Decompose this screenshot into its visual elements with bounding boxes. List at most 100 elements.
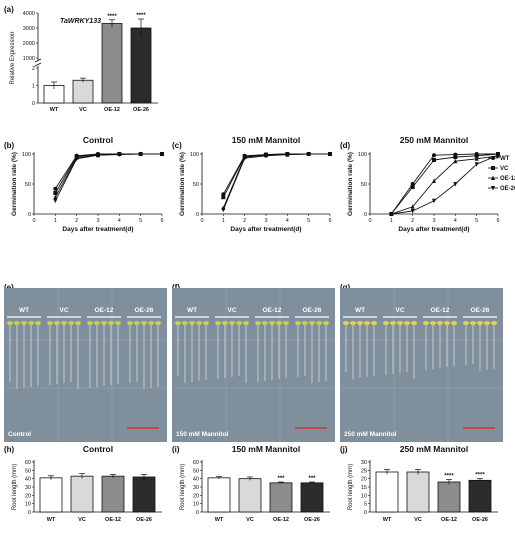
seedling-cotyledon: [463, 321, 469, 325]
x-tick-label: OE-26: [133, 107, 149, 113]
x-tick-label: VC: [414, 517, 422, 523]
seedling-cotyledon: [222, 321, 228, 325]
panel-b-germination-chart: Control 0 50 100 0 1 2 3 4 5 6 Days after treatment…: [11, 135, 164, 233]
seedling-cotyledon: [276, 321, 282, 325]
y-tick-label: 100: [358, 152, 367, 158]
x-tick-label: 6: [496, 218, 499, 224]
y-axis-label: Root length (mm): [180, 464, 186, 510]
y-tick-label: 25: [361, 468, 367, 474]
x-tick-label: 3: [96, 218, 99, 224]
y-tick-label: 10: [25, 502, 31, 508]
photo-treatment-label: Control: [8, 431, 31, 438]
seedling-cotyledon: [477, 321, 483, 325]
legend-label: OE-26: [500, 186, 515, 192]
seedling-cotyledon: [47, 321, 53, 325]
x-tick-label: OE-12: [441, 517, 457, 523]
photo-group-label: OE-12: [263, 307, 282, 314]
x-tick-label: 0: [32, 218, 35, 224]
seedling-cotyledon: [54, 321, 60, 325]
seedling-cotyledon: [390, 321, 396, 325]
panel-f-seedling-photo: WT VC OE-12 OE-26 150 mM Mannitol: [172, 288, 335, 442]
y-tick-label: 3000: [23, 26, 35, 32]
marker-vc: [474, 153, 479, 158]
seedling-cotyledon: [262, 321, 268, 325]
seedling-cotyledon: [21, 321, 27, 325]
series-line-oe-12: [54, 153, 162, 198]
series-line-vc: [222, 153, 330, 198]
y-tick-label: 0: [364, 510, 367, 516]
bar-oe-26: [300, 482, 324, 513]
bar-oe-12: [269, 482, 293, 513]
y-tick-label: 0: [196, 212, 199, 218]
series-line-oe-12: [391, 155, 499, 215]
x-axis-label: Days after treatment(d): [62, 226, 133, 233]
marker-vc: [432, 158, 436, 162]
seedling-cotyledon: [87, 321, 93, 325]
bar-oe-26: [130, 27, 152, 104]
series-line-wt: [390, 153, 498, 215]
marker-oe-26: [432, 198, 436, 204]
axis-break-mark: [34, 62, 42, 67]
x-tick-label: 6: [328, 218, 331, 224]
bar-vc: [70, 475, 94, 513]
panel-j-root-length-chart: 250 mM Mannitol 0 5 10 15 20 25 30 Root length (…: [348, 444, 498, 523]
seedling-cotyledon: [236, 321, 242, 325]
seedling-cotyledon: [101, 321, 107, 325]
panel-letter-a: (a): [4, 5, 14, 14]
chart-title: 250 mM Mannitol: [400, 444, 468, 454]
y-axis-label: Germination rate (%): [179, 152, 186, 216]
series-line-oe-26: [391, 154, 499, 215]
x-tick-label: 3: [432, 218, 435, 224]
series-line-wt: [54, 153, 162, 190]
significance-mark: ****: [475, 473, 485, 479]
x-tick-label: WT: [383, 517, 392, 523]
series-line-oe-26: [54, 153, 162, 202]
y-tick-label: 30: [193, 485, 199, 491]
seedling-cotyledon: [295, 321, 301, 325]
marker-oe-26: [410, 209, 415, 214]
marker-oe-12: [432, 178, 436, 183]
y-tick-label: 4000: [23, 11, 35, 17]
seedling-cotyledon: [404, 321, 410, 325]
seedling-cotyledon: [75, 321, 81, 325]
significance-mark: ***: [308, 476, 316, 482]
marker-oe-26: [285, 152, 290, 158]
seedling-cotyledon: [397, 321, 403, 325]
seedling-cotyledon: [491, 321, 497, 325]
marker-oe-26: [53, 198, 58, 204]
seedling-cotyledon: [383, 321, 389, 325]
marker-oe-26: [74, 156, 79, 162]
seedling-cotyledon: [484, 321, 490, 325]
panel-e-seedling-photo: WT VC OE-12 OE-26 Control: [4, 288, 167, 442]
x-axis-label: Days after treatment(d): [398, 226, 469, 233]
x-tick-label: 5: [307, 218, 310, 224]
series-line-vc: [390, 153, 499, 215]
y-tick-label: 2: [32, 66, 35, 72]
marker-oe-26: [453, 182, 458, 187]
seedling-cotyledon: [316, 321, 322, 325]
x-tick-label: 1: [222, 218, 225, 224]
photo-group-label: VC: [395, 307, 404, 314]
y-tick-label: 1: [32, 84, 35, 90]
photo-group-label: WT: [187, 307, 197, 314]
y-tick-label: 100: [190, 152, 199, 158]
y-axis-label: Germination rate (%): [11, 152, 18, 216]
seedling-cotyledon: [134, 321, 140, 325]
y-tick-label: 0: [28, 212, 31, 218]
y-tick-label: 2000: [23, 41, 35, 47]
seedling-cotyledon: [437, 321, 443, 325]
x-tick-label: OE-26: [304, 517, 320, 523]
x-tick-label: WT: [215, 517, 224, 523]
seedling-cotyledon: [203, 321, 209, 325]
x-tick-label: OE-12: [105, 517, 121, 523]
bar-vc: [238, 478, 262, 513]
panel-letter-f: (f): [172, 283, 180, 292]
x-tick-label: 2: [75, 218, 78, 224]
photo-treatment-label: 250 mM Mannitol: [344, 431, 397, 438]
seedling-cotyledon: [148, 321, 154, 325]
panel-g-seedling-photo: WT VC OE-12 OE-26 250 mM Mannitol: [340, 288, 503, 442]
panel-letter-e: (e): [4, 283, 14, 292]
seedling-cotyledon: [182, 321, 188, 325]
panel-h-root-length-chart: Control 0 10 20 30 40 50 60 Root length (mm) WT VC…: [12, 444, 162, 523]
seedling-cotyledon: [68, 321, 74, 325]
